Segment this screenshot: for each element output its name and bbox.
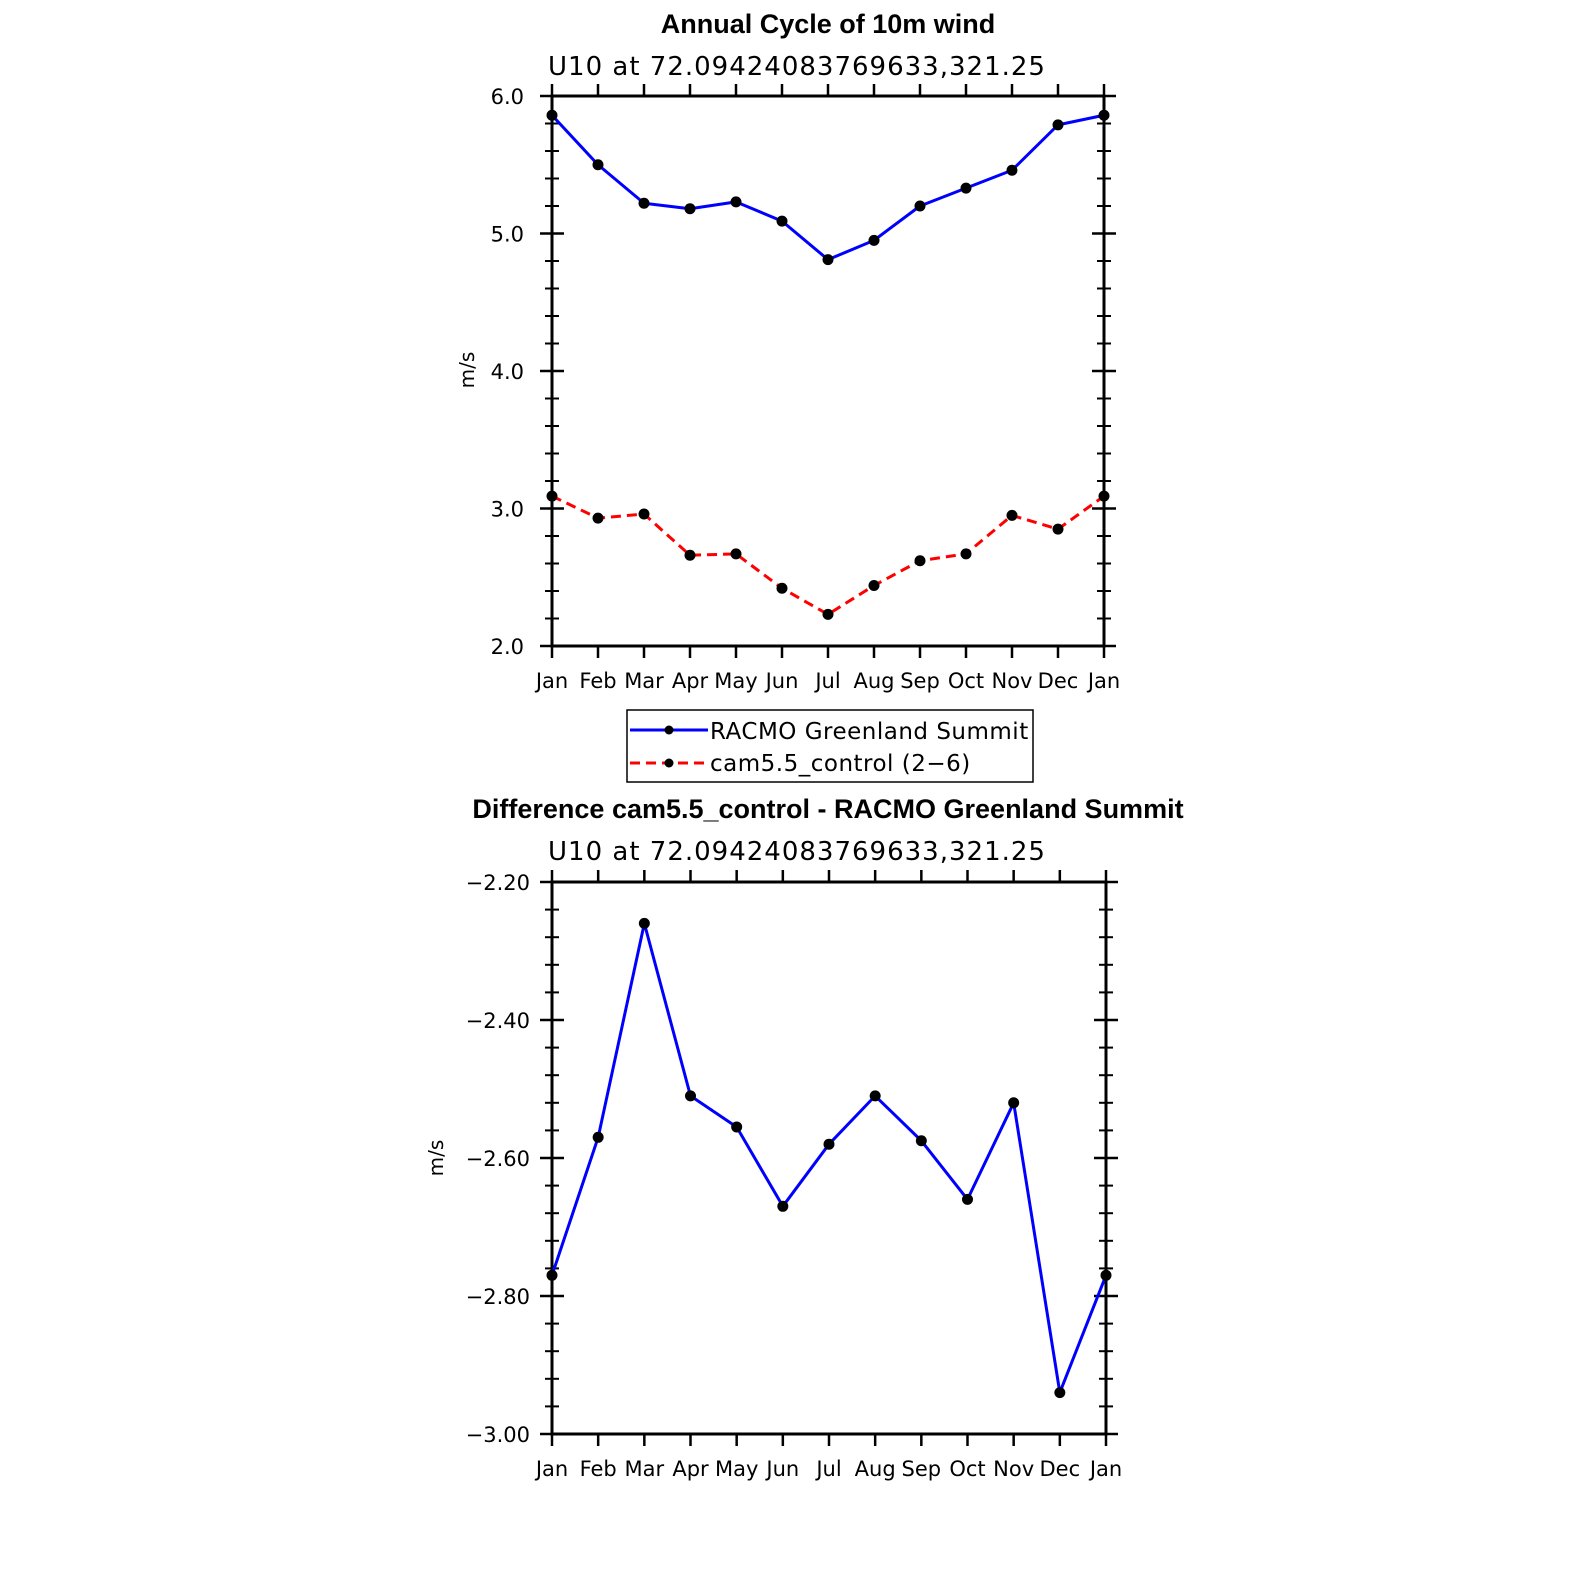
x-tick-label: May: [715, 1457, 758, 1481]
axis-ticks: Jan Feb Mar Apr May Jun Jul Aug Sep Oct Nov Dec Jan 2…: [491, 84, 1120, 693]
legend: RACMO Greenland Summit cam5.5_control (2…: [626, 709, 1034, 783]
axis-ticks: Jan Feb Mar Apr May Jun Jul Aug Sep Oct Nov Dec Jan−…: [466, 870, 1122, 1481]
data-point: [962, 1193, 973, 1205]
data-point: [914, 200, 926, 212]
x-tick-label: Jan: [1086, 669, 1120, 693]
y-axis-label: m/s: [424, 1140, 448, 1177]
x-tick-label: Mar: [624, 669, 664, 693]
data-point: [1054, 1387, 1066, 1399]
y-tick-label: −3.00: [466, 1423, 530, 1447]
data-point: [546, 1269, 558, 1281]
data-point: [638, 508, 650, 520]
data-point: [546, 109, 558, 121]
data-point: [914, 555, 926, 567]
y-axis-label: m/s: [455, 352, 479, 389]
series-line-0: [550, 113, 1105, 262]
data-point: [1100, 1269, 1112, 1281]
y-tick-label: −2.60: [466, 1147, 530, 1171]
x-tick-label: Aug: [853, 669, 894, 693]
data-point: [868, 580, 880, 591]
data-point: [776, 582, 788, 594]
data-point: [822, 608, 834, 620]
x-tick-label: Nov: [992, 669, 1033, 693]
x-tick-label: Mar: [625, 1457, 665, 1481]
data-point: [915, 1135, 927, 1147]
x-tick-label: Jan: [1088, 1457, 1122, 1481]
y-tick-label: 6.0: [491, 85, 524, 109]
legend-label-racmo: RACMO Greenland Summit: [710, 719, 1029, 745]
x-tick-label: May: [714, 669, 757, 693]
plot-frame: [550, 94, 1106, 648]
x-tick-label: Oct: [949, 1457, 985, 1481]
legend-label-cam: cam5.5_control (2−6): [710, 751, 971, 777]
data-point: [1098, 109, 1110, 121]
y-tick-label: −2.80: [466, 1285, 530, 1309]
data-point: [1006, 164, 1018, 176]
data-point: [685, 1090, 696, 1102]
y-tick-label: 5.0: [491, 223, 524, 247]
data-point: [684, 549, 696, 561]
x-tick-label: Aug: [855, 1457, 896, 1481]
legend-marker-cam: [664, 758, 674, 768]
y-tick-label: −2.20: [466, 871, 530, 895]
data-point: [960, 182, 972, 194]
x-tick-label: Jul: [813, 669, 840, 693]
chart-subtitle: U10 at 72.09424083769633,321.25: [548, 837, 1046, 867]
data-point: [638, 917, 650, 929]
chart-difference: Difference cam5.5_control - RACMO Greenl…: [424, 794, 1184, 1481]
x-tick-label: Dec: [1038, 669, 1079, 693]
x-tick-label: Feb: [580, 1457, 617, 1481]
data-point: [592, 512, 604, 524]
legend-marker-racmo: [664, 725, 674, 735]
data-point: [546, 490, 558, 502]
x-tick-label: Oct: [948, 669, 984, 693]
data-point: [1098, 490, 1110, 502]
data-point: [638, 197, 650, 209]
data-point: [869, 1090, 881, 1102]
x-tick-label: Jun: [764, 669, 799, 693]
y-tick-label: 3.0: [491, 498, 524, 522]
x-tick-label: Apr: [672, 1457, 709, 1481]
x-tick-label: Jun: [764, 1457, 799, 1481]
y-tick-label: 4.0: [491, 360, 524, 384]
chart-annual-cycle: Annual Cycle of 10m wind U10 at 72.09424…: [455, 9, 1120, 783]
series-line-1: [551, 494, 1105, 616]
data-point: [730, 196, 742, 208]
data-point: [822, 254, 834, 266]
data-point: [1052, 523, 1064, 535]
chart-subtitle: U10 at 72.09424083769633,321.25: [548, 52, 1046, 82]
data-point: [823, 1138, 835, 1150]
data-point: [1052, 119, 1064, 131]
data-point: [868, 234, 880, 246]
x-tick-label: Dec: [1040, 1457, 1081, 1481]
chart-title: Difference cam5.5_control - RACMO Greenl…: [472, 794, 1183, 824]
x-tick-label: Jul: [814, 1457, 841, 1481]
x-tick-label: Apr: [672, 669, 709, 693]
data-point: [730, 548, 742, 560]
series-group: [546, 109, 1110, 620]
x-tick-label: Feb: [579, 669, 616, 693]
data-point: [1008, 1097, 1020, 1109]
chart-title: Annual Cycle of 10m wind: [661, 9, 996, 39]
legend-box: [626, 709, 1034, 783]
y-tick-label: 2.0: [491, 635, 524, 659]
data-point: [592, 159, 604, 171]
x-tick-label: Sep: [900, 669, 940, 693]
data-point: [777, 1200, 789, 1212]
data-point: [960, 548, 972, 560]
data-point: [731, 1121, 743, 1133]
series-line-0: [550, 921, 1108, 1395]
data-point: [1006, 509, 1018, 521]
series-group: [546, 917, 1112, 1399]
x-tick-label: Nov: [993, 1457, 1034, 1481]
x-tick-label: Sep: [902, 1457, 942, 1481]
data-point: [592, 1131, 604, 1143]
data-point: [684, 203, 696, 215]
y-tick-label: −2.40: [466, 1009, 530, 1033]
data-point: [776, 215, 788, 227]
x-tick-label: Jan: [534, 1457, 568, 1481]
x-tick-label: Jan: [534, 669, 568, 693]
